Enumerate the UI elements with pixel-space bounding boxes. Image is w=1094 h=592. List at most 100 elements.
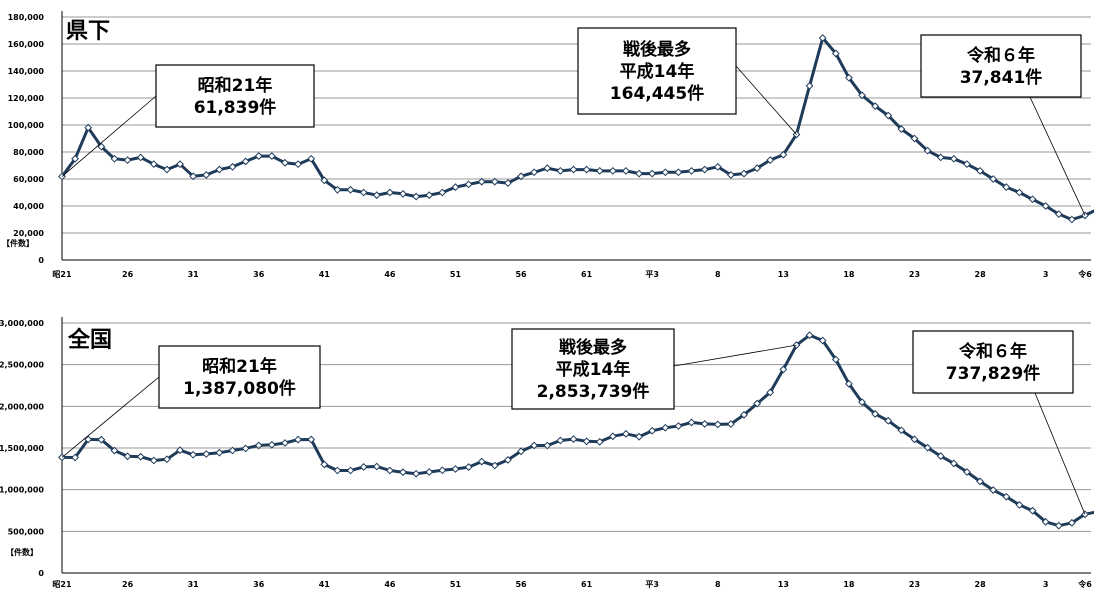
data-point — [884, 111, 893, 120]
callout-box — [158, 345, 321, 409]
data-point — [648, 426, 657, 435]
x-tick-label: 36 — [253, 580, 265, 589]
chart-kenka: 県下 【件数】 0 20,000 40,000 60,000 80,000 100,000… — [2, 11, 1094, 279]
data-point — [189, 172, 198, 181]
callout-text: 61,839件 — [194, 97, 277, 118]
data-point — [307, 435, 316, 444]
data-point — [110, 446, 119, 455]
data-point — [766, 388, 775, 397]
data-point — [766, 156, 775, 165]
data-point — [294, 435, 302, 444]
data-point — [372, 462, 381, 471]
data-point — [359, 463, 368, 471]
data-point — [359, 188, 368, 197]
callout-text: 737,829件 — [946, 363, 1040, 384]
data-point — [241, 157, 250, 166]
y-tick-label: 0 — [38, 569, 44, 578]
data-point — [97, 435, 106, 444]
data-point — [923, 146, 932, 155]
x-tick-label: 13 — [778, 270, 789, 279]
y-tick-label: 160,000 — [8, 40, 45, 49]
data-point — [202, 171, 211, 179]
y-tick-label: 40,000 — [13, 202, 44, 211]
data-point — [818, 34, 827, 42]
chart-title: 全国 — [67, 327, 112, 353]
x-tick-label: 31 — [188, 270, 200, 279]
data-point — [1002, 492, 1011, 501]
data-point — [726, 171, 735, 179]
data-point — [136, 452, 145, 461]
data-point — [281, 158, 289, 167]
data-point — [477, 457, 486, 466]
data-point — [464, 463, 473, 471]
data-point — [372, 191, 381, 200]
callout-box — [511, 328, 675, 410]
data-point — [97, 142, 106, 151]
data-point — [740, 410, 748, 419]
data-point — [294, 160, 302, 169]
data-point — [1015, 188, 1024, 197]
data-point — [595, 166, 604, 175]
data-point — [608, 166, 617, 175]
y-tick-label: 3,000,000 — [0, 319, 44, 328]
data-point — [753, 164, 762, 173]
y-tick-label: 0 — [38, 256, 44, 265]
callout-text: 戦後最多 — [559, 337, 627, 358]
data-point — [399, 189, 407, 198]
data-point — [635, 169, 643, 178]
data-point — [976, 477, 984, 486]
data-point — [1028, 195, 1037, 204]
data-point — [399, 468, 407, 477]
x-tick-label: 昭21 — [52, 270, 72, 279]
callout-leader — [1029, 96, 1086, 216]
data-point — [543, 441, 552, 450]
data-point — [1054, 521, 1063, 530]
x-tick-label: 8 — [715, 580, 721, 589]
data-point — [504, 456, 512, 464]
data-point — [425, 191, 434, 200]
x-tick-label: 28 — [975, 580, 987, 589]
data-point — [963, 160, 971, 169]
chart-zenkoku: 全国 【件数】 0 500,000 1,000,000 1,500,000 2,000,… — [0, 317, 1094, 589]
data-point — [661, 168, 670, 177]
data-point — [517, 447, 525, 456]
x-tick-label: 26 — [122, 580, 134, 589]
data-point — [858, 91, 866, 100]
data-point — [385, 466, 394, 475]
data-point — [753, 399, 762, 408]
callout-box — [577, 27, 737, 115]
data-point — [281, 439, 289, 447]
data-point — [163, 165, 171, 174]
x-tick-label: 36 — [253, 270, 265, 279]
data-point — [254, 152, 263, 160]
data-point — [805, 331, 814, 340]
data-point — [123, 452, 132, 461]
callout-leader — [61, 376, 160, 458]
data-point — [1028, 506, 1037, 515]
data-point — [661, 423, 670, 432]
data-point — [818, 336, 827, 345]
data-point — [595, 437, 604, 446]
data-point — [989, 175, 998, 183]
data-point — [215, 448, 224, 457]
x-tick-label: 46 — [384, 580, 396, 589]
callout-box — [920, 34, 1082, 98]
callout-text: 平成14年 — [556, 359, 631, 380]
data-point — [949, 154, 958, 163]
data-point — [451, 183, 460, 192]
callout-leader — [735, 65, 797, 135]
data-point — [700, 165, 709, 174]
x-tick-label: 23 — [909, 580, 920, 589]
data-point — [110, 154, 119, 163]
data-point — [490, 177, 499, 186]
x-tick-label: 3 — [1043, 270, 1049, 279]
data-point — [320, 460, 329, 469]
data-point — [84, 123, 93, 132]
data-point — [504, 179, 512, 187]
data-point — [1041, 202, 1050, 210]
data-point — [726, 420, 735, 428]
data-point — [202, 450, 211, 458]
y-tick-label: 120,000 — [8, 94, 45, 103]
data-point — [674, 422, 683, 430]
